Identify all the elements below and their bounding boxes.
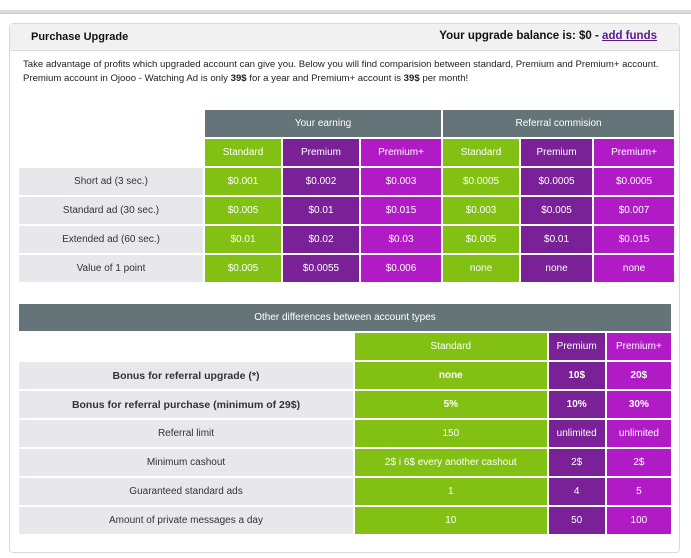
intro-part: Take advantage of profits which upgraded…: [23, 59, 659, 84]
table-cell: $0.01: [205, 226, 281, 253]
premium-price: 39$: [230, 73, 247, 84]
row-label: Guaranteed standard ads: [19, 478, 354, 505]
table-cell: 4: [548, 478, 605, 505]
table-row: Referral limit 150 unlimited unlimited: [19, 420, 671, 447]
table-cell: $0.005: [205, 197, 281, 224]
panel-header: Purchase Upgrade Your upgrade balance is…: [10, 24, 679, 51]
table-cell: none: [521, 255, 593, 282]
purchase-upgrade-panel: Purchase Upgrade Your upgrade balance is…: [9, 23, 680, 553]
empty-corner: [19, 139, 203, 166]
table-cell: 10: [355, 507, 547, 534]
row-label: Bonus for referral purchase (minimum of …: [19, 391, 354, 418]
differences-title: Other differences between account types: [19, 304, 671, 331]
table-cell: $0.0005: [594, 168, 675, 195]
panel-title: Purchase Upgrade: [31, 31, 129, 43]
table-cell: $0.005: [205, 255, 281, 282]
top-divider: [0, 10, 691, 14]
table-cell: $0.003: [361, 168, 442, 195]
table-row: Bonus for referral upgrade (*) none 10$ …: [19, 362, 671, 389]
intro-part: for a year and Premium+ account is: [246, 73, 404, 84]
table-cell: $0.01: [521, 226, 593, 253]
table-cell: $0.005: [521, 197, 593, 224]
table-row: Amount of private messages a day 10 50 1…: [19, 507, 671, 534]
table-cell: unlimited: [548, 420, 605, 447]
table-cell: 100: [606, 507, 671, 534]
row-label: Minimum cashout: [19, 449, 354, 476]
table-cell: $0.03: [361, 226, 442, 253]
row-label: Extended ad (60 sec.): [19, 226, 203, 253]
table-row: Bonus for referral purchase (minimum of …: [19, 391, 671, 418]
add-funds-link[interactable]: add funds: [602, 30, 657, 42]
col-premium-plus-earning: Premium+: [361, 139, 442, 166]
row-label: Standard ad (30 sec.): [19, 197, 203, 224]
table-cell: $0.0005: [521, 168, 593, 195]
table-cell: 10$: [548, 362, 605, 389]
row-label: Bonus for referral upgrade (*): [19, 362, 354, 389]
table-cell: 20$: [606, 362, 671, 389]
balance-label: Your upgrade balance is: $0 -: [439, 30, 599, 42]
referral-commission-header: Referral commision: [443, 110, 675, 137]
table-cell: $0.002: [283, 168, 359, 195]
table-row: Extended ad (60 sec.) $0.01 $0.02 $0.03 …: [19, 226, 675, 253]
your-earning-header: Your earning: [205, 110, 442, 137]
table-cell: $0.015: [361, 197, 442, 224]
row-label: Short ad (3 sec.): [19, 168, 203, 195]
earnings-comparison-table: Your earning Referral commision Standard…: [17, 108, 676, 284]
table-cell: $0.007: [594, 197, 675, 224]
account-differences-table: Other differences between account types …: [17, 302, 673, 536]
intro-text: Take advantage of profits which upgraded…: [23, 58, 673, 86]
table-cell: 5%: [355, 391, 547, 418]
col-premium-plus: Premium+: [606, 333, 671, 360]
table-cell: 5: [606, 478, 671, 505]
table-cell: none: [443, 255, 520, 282]
empty-corner: [19, 333, 353, 360]
table-cell: 1: [355, 478, 547, 505]
intro-part: per month!: [419, 73, 469, 84]
table-row: Standard ad (30 sec.) $0.005 $0.01 $0.01…: [19, 197, 675, 224]
row-label: Referral limit: [19, 420, 354, 447]
table-row: Guaranteed standard ads 1 4 5: [19, 478, 671, 505]
table-cell: $0.001: [205, 168, 281, 195]
table-cell: $0.0005: [443, 168, 520, 195]
col-standard-earning: Standard: [205, 139, 281, 166]
table-cell: $0.0055: [283, 255, 359, 282]
table-cell: $0.015: [594, 226, 675, 253]
premium-plus-price: 39$: [403, 73, 420, 84]
table-cell: 2$ i 6$ every another cashout: [355, 449, 547, 476]
table-row: Minimum cashout 2$ i 6$ every another ca…: [19, 449, 671, 476]
table-cell: $0.003: [443, 197, 520, 224]
table-cell: 10%: [548, 391, 605, 418]
table-cell: $0.01: [283, 197, 359, 224]
table-row: Value of 1 point $0.005 $0.0055 $0.006 n…: [19, 255, 675, 282]
table-cell: none: [355, 362, 547, 389]
col-premium-referral: Premium: [521, 139, 593, 166]
table-cell: 150: [355, 420, 547, 447]
table-cell: 50: [548, 507, 605, 534]
col-premium: Premium: [548, 333, 605, 360]
col-premium-earning: Premium: [283, 139, 359, 166]
col-premium-plus-referral: Premium+: [594, 139, 675, 166]
table-cell: $0.02: [283, 226, 359, 253]
table-cell: $0.006: [361, 255, 442, 282]
upgrade-balance: Your upgrade balance is: $0 - add funds: [439, 30, 657, 42]
table-cell: 2$: [606, 449, 671, 476]
table-cell: 2$: [548, 449, 605, 476]
row-label: Amount of private messages a day: [19, 507, 354, 534]
empty-corner: [19, 110, 203, 137]
row-label: Value of 1 point: [19, 255, 203, 282]
col-standard-referral: Standard: [443, 139, 520, 166]
table-cell: 30%: [606, 391, 671, 418]
table-cell: none: [594, 255, 675, 282]
col-standard: Standard: [355, 333, 547, 360]
table-cell: unlimited: [606, 420, 671, 447]
table-cell: $0.005: [443, 226, 520, 253]
table-row: Short ad (3 sec.) $0.001 $0.002 $0.003 $…: [19, 168, 675, 195]
